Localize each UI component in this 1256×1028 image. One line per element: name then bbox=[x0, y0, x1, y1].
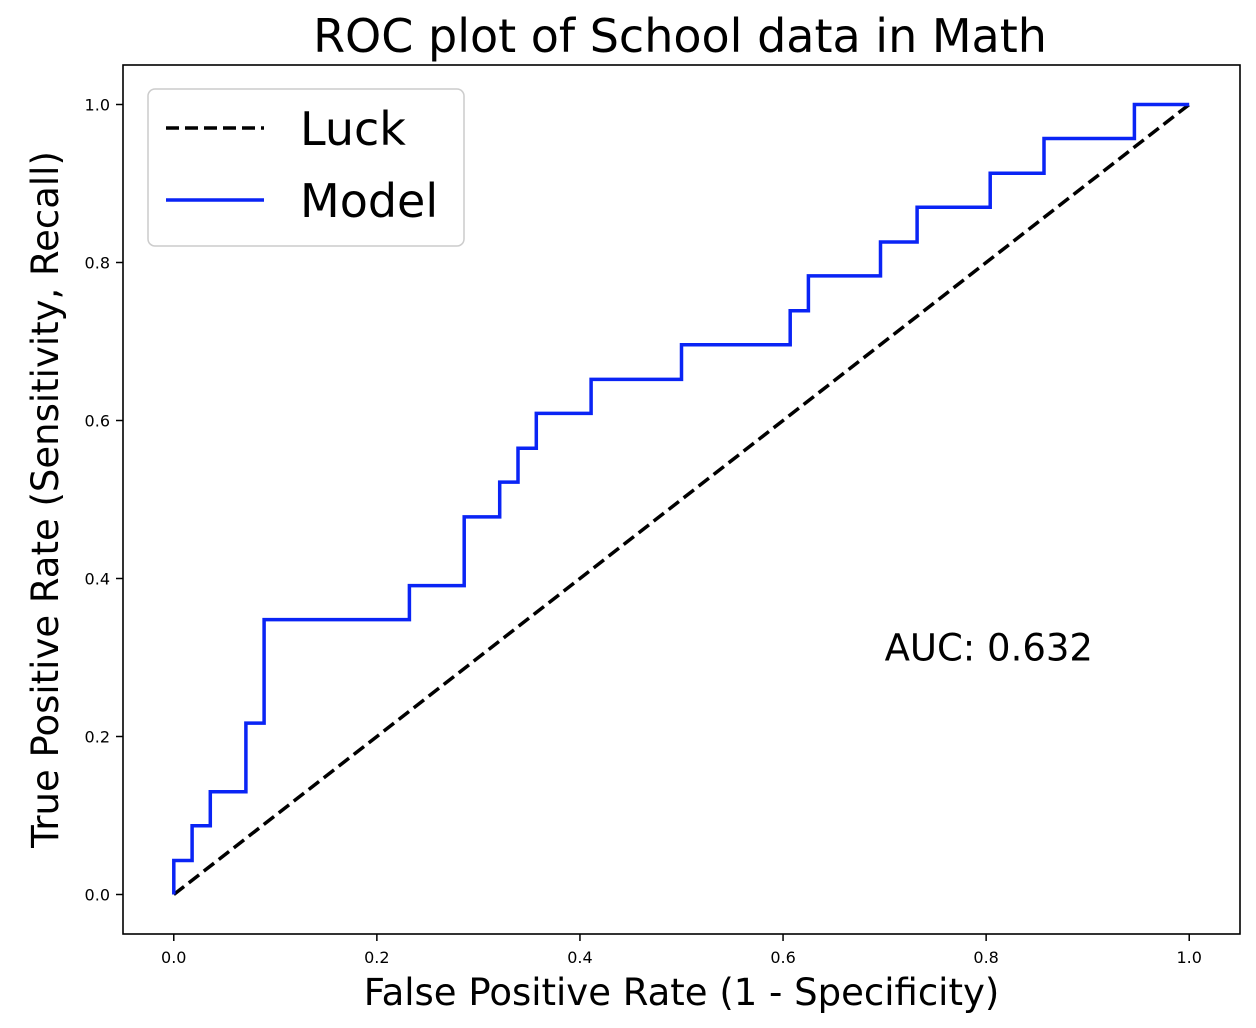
auc-annotation: AUC: 0.632 bbox=[885, 627, 1093, 670]
legend-label-luck: Luck bbox=[300, 102, 406, 156]
series-line-luck bbox=[172, 103, 1191, 896]
series-line-model bbox=[172, 102, 1190, 895]
x-tick-label: 0.0 bbox=[161, 948, 186, 967]
x-axis-label: False Positive Rate (1 - Specificity) bbox=[364, 971, 1000, 1014]
y-tick-label: 0.4 bbox=[85, 570, 110, 589]
x-tick-label: 1.0 bbox=[1177, 948, 1202, 967]
y-tick-label: 0.2 bbox=[85, 728, 110, 747]
x-tick-label: 0.8 bbox=[973, 948, 998, 967]
legend: Luck Model bbox=[147, 88, 465, 247]
y-tick-label: 0.8 bbox=[85, 254, 110, 273]
y-tick-label: 0.6 bbox=[85, 412, 110, 431]
axis-ticks: 0.0 0.2 0.4 0.6 0.8 1.0 0.0 0.2 0.4 0.6 0.8 1.0 bbox=[85, 96, 1202, 968]
chart-title: ROC plot of School data in Math bbox=[313, 9, 1047, 63]
y-tick-label: 0.0 bbox=[85, 886, 110, 905]
axes-frame bbox=[122, 64, 1241, 935]
x-tick-label: 0.6 bbox=[770, 948, 795, 967]
x-tick-label: 0.4 bbox=[567, 948, 592, 967]
y-axis-label: True Positive Rate (Sensitivity, Recall) bbox=[24, 151, 67, 849]
legend-label-model: Model bbox=[300, 174, 438, 228]
plot-area bbox=[172, 102, 1191, 896]
x-tick-label: 0.2 bbox=[364, 948, 389, 967]
y-tick-label: 1.0 bbox=[85, 96, 110, 115]
